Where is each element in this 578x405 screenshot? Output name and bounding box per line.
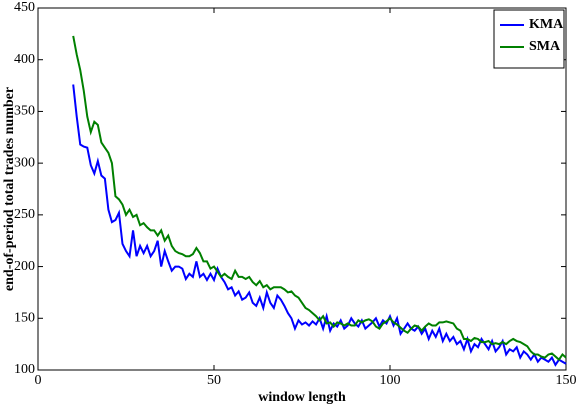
legend-box — [493, 9, 565, 69]
legend-label: KMA — [529, 17, 564, 32]
y-tick-label: 350 — [14, 104, 35, 119]
x-tick-label: 0 — [35, 373, 42, 388]
y-tick-label: 100 — [14, 362, 35, 377]
x-tick-label: 100 — [380, 373, 401, 388]
y-tick-label: 300 — [14, 155, 35, 170]
x-axis-label: window length — [258, 390, 346, 405]
y-axis-label: end-of-period total trades number — [2, 87, 17, 291]
y-tick-label: 250 — [14, 207, 35, 222]
y-tick-label: 200 — [14, 259, 35, 274]
legend-label: SMA — [529, 39, 561, 54]
series-line — [72, 84, 567, 367]
y-tick-label: 150 — [14, 311, 35, 326]
x-tick-label: 50 — [207, 373, 221, 388]
series-line — [72, 35, 567, 362]
x-tick-label: 150 — [556, 373, 577, 388]
y-tick-label: 450 — [14, 0, 35, 15]
y-tick-label: 400 — [14, 52, 35, 67]
plot-frame — [37, 7, 567, 371]
